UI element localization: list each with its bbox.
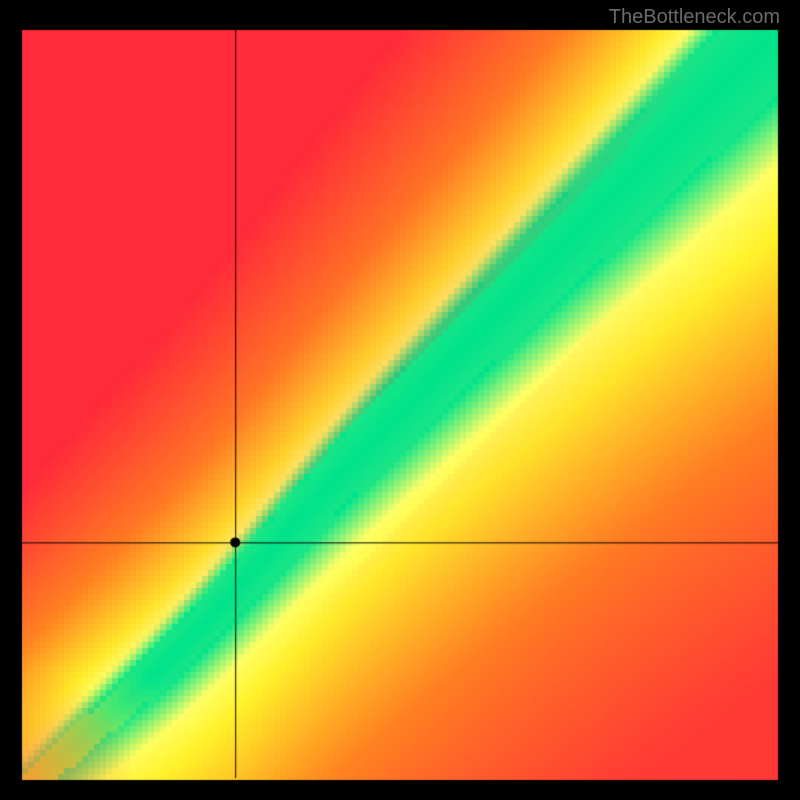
bottleneck-heatmap xyxy=(0,0,800,800)
watermark-text: TheBottleneck.com xyxy=(609,6,780,29)
